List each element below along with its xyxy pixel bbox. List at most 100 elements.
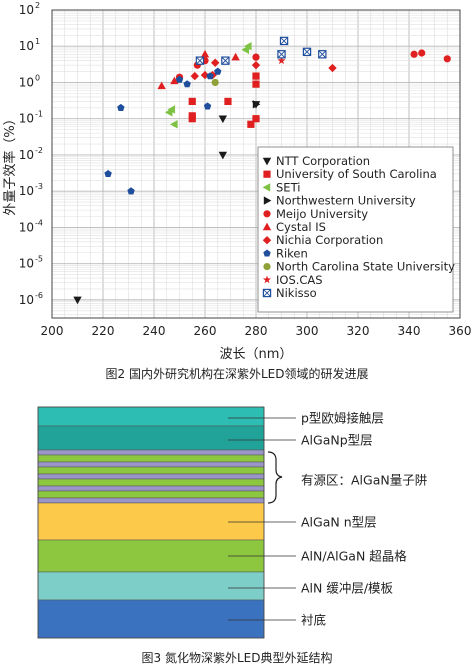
layer-band	[37, 502, 265, 541]
layer-band	[37, 406, 265, 427]
legend-label: Cystal IS	[276, 220, 326, 234]
layer-label: 衬底	[301, 613, 326, 628]
x-tick-label: 200	[41, 324, 64, 338]
legend-label: Meijo University	[276, 207, 368, 221]
figure3-caption: 图3 氮化物深紫外LED典型外延结构	[141, 651, 333, 665]
y-tick-exponent: -4	[35, 218, 43, 227]
data-point	[206, 72, 214, 80]
legend-marker	[262, 183, 271, 192]
legend-label: SETi	[276, 180, 300, 194]
legend-marker	[263, 263, 271, 271]
y-tick-exponent: -1	[35, 110, 43, 119]
data-point	[211, 78, 219, 87]
x-tick-label: 240	[143, 324, 166, 338]
data-point	[251, 60, 261, 70]
data-point	[252, 72, 260, 80]
y-tick-exponent: 0	[35, 73, 40, 82]
x-axis-label: 波长（nm）	[220, 347, 293, 362]
y-tick-label: 10	[19, 148, 34, 162]
layer-band	[37, 485, 265, 492]
data-point	[318, 50, 327, 59]
layer-band	[37, 497, 265, 504]
data-point	[73, 296, 82, 305]
data-point	[211, 58, 220, 67]
legend-label: Northwestern University	[276, 194, 416, 208]
layer-band	[37, 449, 265, 456]
data-points	[73, 36, 451, 305]
y-tick-label: 10	[19, 184, 34, 198]
x-tick-label: 360	[449, 324, 472, 338]
data-point	[218, 115, 228, 124]
data-point	[302, 47, 312, 57]
data-point	[214, 67, 222, 75]
y-tick-exponent: 1	[35, 37, 40, 46]
data-point	[170, 76, 179, 85]
data-point	[200, 49, 210, 58]
layer-label: AlN 缓冲层/模板	[301, 581, 394, 596]
legend-marker	[262, 157, 272, 166]
data-point	[200, 70, 210, 80]
x-tick-label: 320	[347, 324, 370, 338]
data-point	[127, 187, 135, 195]
legend-marker	[263, 249, 271, 257]
layer-label: AlN/AlGaN 超晶格	[301, 549, 407, 564]
y-tick-label: 10	[19, 220, 34, 234]
y-axis-label: 外量子效率（%）	[2, 112, 18, 215]
layer-label: AlGaNp型层	[301, 433, 373, 448]
epitaxial-layers	[37, 406, 265, 639]
layer-band	[37, 571, 265, 601]
data-point	[170, 120, 178, 129]
legend-label: NTT Corporation	[276, 154, 370, 168]
legend-box	[257, 146, 454, 313]
legend-marker	[262, 275, 272, 284]
legend-label: Nikisso	[276, 286, 317, 300]
data-point	[157, 81, 166, 90]
data-point	[104, 169, 112, 178]
data-point	[188, 115, 196, 123]
data-point	[277, 56, 286, 65]
layer-label: AlGaN n型层	[301, 515, 377, 530]
data-point	[252, 115, 260, 123]
y-tick-exponent: 2	[35, 1, 40, 10]
data-point	[221, 56, 230, 65]
data-point	[277, 50, 286, 59]
data-point	[443, 55, 451, 63]
x-tick-labels: 200 220 240 260 280 300 320 340 360	[41, 324, 472, 338]
y-tick-label: 10	[19, 3, 34, 17]
layer-band	[37, 425, 265, 451]
y-tick-exponent: -6	[35, 291, 43, 300]
y-tick-label: 10	[19, 257, 34, 271]
y-tick-label: 10	[19, 293, 34, 307]
data-point	[328, 63, 337, 73]
legend-marker	[262, 288, 272, 298]
data-point	[224, 97, 232, 106]
figure2-caption: 图2 国内外研究机构在深紫外LED领域的研发进展	[105, 367, 369, 381]
plot-frame	[51, 9, 461, 319]
legend-label: Riken	[276, 246, 308, 260]
x-tick-label: 300	[296, 324, 319, 338]
data-point	[175, 75, 184, 83]
layer-band	[37, 461, 265, 468]
data-point	[410, 50, 418, 58]
legend-marker	[262, 236, 272, 245]
layer-label: 有源区：AlGaN量子阱	[301, 473, 427, 488]
layer-band	[37, 473, 265, 480]
legend-label: North Carolina State University	[276, 260, 455, 274]
data-point	[218, 151, 228, 160]
layer-band	[37, 539, 265, 573]
x-tick-label: 220	[92, 324, 115, 338]
data-point	[231, 52, 240, 61]
legend-marker	[263, 170, 271, 178]
data-point	[252, 100, 261, 109]
layer-band	[37, 599, 265, 639]
x-tick-label: 260	[194, 324, 217, 338]
data-point	[247, 120, 255, 128]
y-tick-label: 10	[19, 75, 34, 89]
layer-band	[37, 478, 265, 487]
data-point	[183, 80, 191, 88]
active-region-bracket	[267, 451, 283, 504]
data-point	[203, 102, 212, 110]
